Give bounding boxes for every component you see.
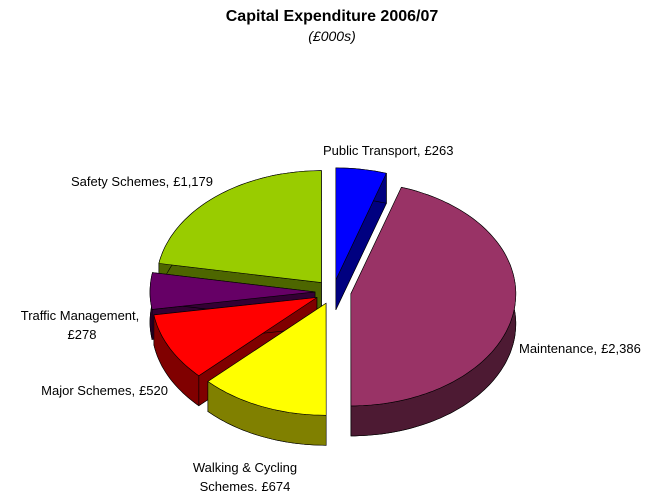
value-label: £278 bbox=[67, 327, 97, 342]
slice-label: Public Transport, £263 bbox=[323, 141, 523, 160]
slice bbox=[149, 272, 316, 310]
category-label: Public Transport, bbox=[323, 143, 421, 158]
slice-label: Walking & Cycling Schemes, £674 bbox=[175, 458, 315, 491]
slice bbox=[335, 167, 387, 281]
slice bbox=[207, 302, 327, 416]
value-label: £263 bbox=[424, 143, 454, 158]
slice-label: Major Schemes, £520 bbox=[0, 381, 168, 400]
slice bbox=[350, 186, 517, 407]
value-label: £2,386 bbox=[601, 341, 641, 356]
slice-label: Safety Schemes, £1,179 bbox=[13, 172, 213, 191]
slice-label: Traffic Management, £278 bbox=[5, 306, 155, 344]
slice bbox=[158, 170, 322, 283]
value-label: £1,179 bbox=[173, 174, 213, 189]
chart-title: Capital Expenditure 2006/07 bbox=[225, 8, 439, 25]
category-label: Maintenance, bbox=[519, 341, 598, 356]
value-label: £674 bbox=[261, 479, 291, 491]
slice-label: Maintenance, £2,386 bbox=[519, 339, 659, 358]
category-label: Major Schemes, bbox=[41, 383, 136, 398]
category-label: Safety Schemes, bbox=[70, 174, 170, 189]
category-label: Walking & Cycling Schemes, bbox=[192, 460, 298, 491]
chart-subtitle: (£000s) bbox=[308, 28, 356, 44]
value-label: £520 bbox=[139, 383, 168, 398]
slice bbox=[153, 297, 318, 377]
category-label: Traffic Management, bbox=[20, 308, 140, 323]
